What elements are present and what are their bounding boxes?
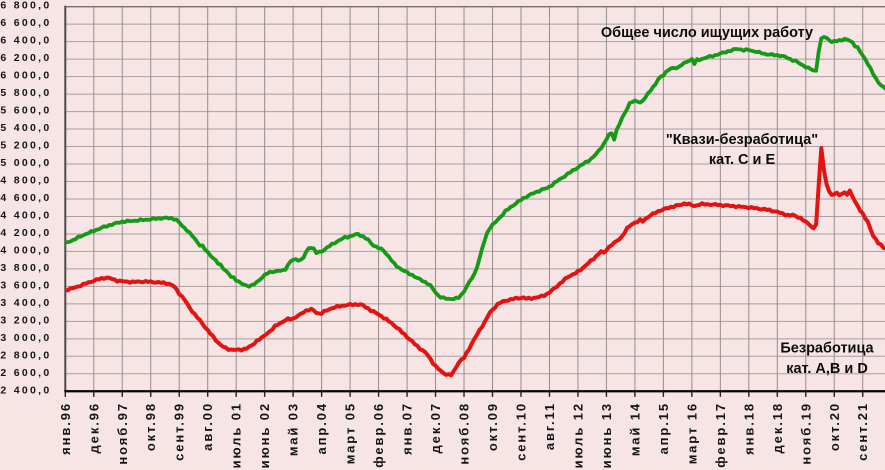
svg-text:июль 01: июль 01 bbox=[229, 402, 244, 468]
svg-text:5 000,0: 5 000,0 bbox=[0, 157, 51, 169]
svg-text:3 400,0: 3 400,0 bbox=[0, 297, 51, 309]
svg-text:6 200,0: 6 200,0 bbox=[0, 52, 51, 64]
svg-text:Общее число ищущих работу: Общее число ищущих работу bbox=[601, 25, 813, 41]
svg-text:6 400,0: 6 400,0 bbox=[0, 35, 51, 47]
svg-text:авг.11: авг.11 bbox=[542, 402, 557, 450]
svg-text:июль 12: июль 12 bbox=[570, 402, 585, 468]
svg-text:нояб.08: нояб.08 bbox=[457, 402, 472, 465]
svg-text:дек.07: дек.07 bbox=[428, 402, 443, 453]
svg-text:сент.10: сент.10 bbox=[513, 402, 528, 461]
svg-text:3 600,0: 3 600,0 bbox=[0, 279, 51, 291]
svg-text:4 800,0: 4 800,0 bbox=[0, 175, 51, 187]
svg-text:кат. С и Е: кат. С и Е bbox=[709, 152, 776, 168]
svg-text:2 600,0: 2 600,0 bbox=[0, 367, 51, 379]
svg-text:май 14: май 14 bbox=[627, 402, 642, 456]
svg-text:4 200,0: 4 200,0 bbox=[0, 227, 51, 239]
svg-text:5 400,0: 5 400,0 bbox=[0, 122, 51, 134]
svg-text:сент.99: сент.99 bbox=[172, 402, 187, 461]
svg-text:март 16: март 16 bbox=[684, 402, 699, 464]
svg-text:янв.07: янв.07 bbox=[400, 402, 415, 455]
svg-text:"Квази-безработица": "Квази-безработица" bbox=[666, 132, 818, 148]
svg-text:сент.21: сент.21 bbox=[855, 402, 870, 461]
svg-text:3 000,0: 3 000,0 bbox=[0, 332, 51, 344]
svg-text:6 800,0: 6 800,0 bbox=[0, 0, 51, 12]
svg-text:3 800,0: 3 800,0 bbox=[0, 262, 51, 274]
svg-text:4 400,0: 4 400,0 bbox=[0, 210, 51, 222]
svg-text:дек.18: дек.18 bbox=[770, 402, 785, 453]
svg-text:окт.98: окт.98 bbox=[143, 402, 158, 451]
svg-text:февр.06: февр.06 bbox=[371, 402, 386, 468]
svg-text:2 400,0: 2 400,0 bbox=[0, 384, 51, 396]
svg-text:янв.18: янв.18 bbox=[741, 402, 756, 455]
svg-text:нояб.97: нояб.97 bbox=[115, 402, 130, 465]
svg-text:март 05: март 05 bbox=[343, 402, 358, 464]
svg-text:авг.00: авг.00 bbox=[200, 402, 215, 451]
svg-text:Безработица: Безработица bbox=[780, 341, 874, 357]
svg-text:6 600,0: 6 600,0 bbox=[0, 17, 51, 29]
svg-text:апр.15: апр.15 bbox=[656, 402, 671, 455]
svg-text:нояб.19: нояб.19 bbox=[798, 402, 813, 465]
svg-text:4 000,0: 4 000,0 bbox=[0, 244, 51, 256]
svg-text:5 200,0: 5 200,0 bbox=[0, 140, 51, 152]
svg-text:февр.17: февр.17 bbox=[713, 402, 728, 468]
svg-text:июнь 02: июнь 02 bbox=[257, 402, 272, 468]
svg-text:6 000,0: 6 000,0 bbox=[0, 70, 51, 82]
svg-text:кат. А,В и D: кат. А,В и D bbox=[786, 361, 868, 377]
svg-text:5 800,0: 5 800,0 bbox=[0, 87, 51, 99]
svg-text:апр.04: апр.04 bbox=[314, 402, 329, 455]
svg-text:2 800,0: 2 800,0 bbox=[0, 349, 51, 361]
svg-text:окт.09: окт.09 bbox=[485, 402, 500, 451]
svg-text:3 200,0: 3 200,0 bbox=[0, 314, 51, 326]
svg-text:дек.96: дек.96 bbox=[86, 402, 101, 453]
svg-text:4 600,0: 4 600,0 bbox=[0, 192, 51, 204]
svg-text:июнь 13: июнь 13 bbox=[599, 402, 614, 468]
svg-text:5 600,0: 5 600,0 bbox=[0, 105, 51, 117]
svg-text:окт.20: окт.20 bbox=[827, 402, 842, 451]
svg-text:май 03: май 03 bbox=[286, 402, 301, 456]
svg-text:янв.96: янв.96 bbox=[58, 402, 73, 455]
